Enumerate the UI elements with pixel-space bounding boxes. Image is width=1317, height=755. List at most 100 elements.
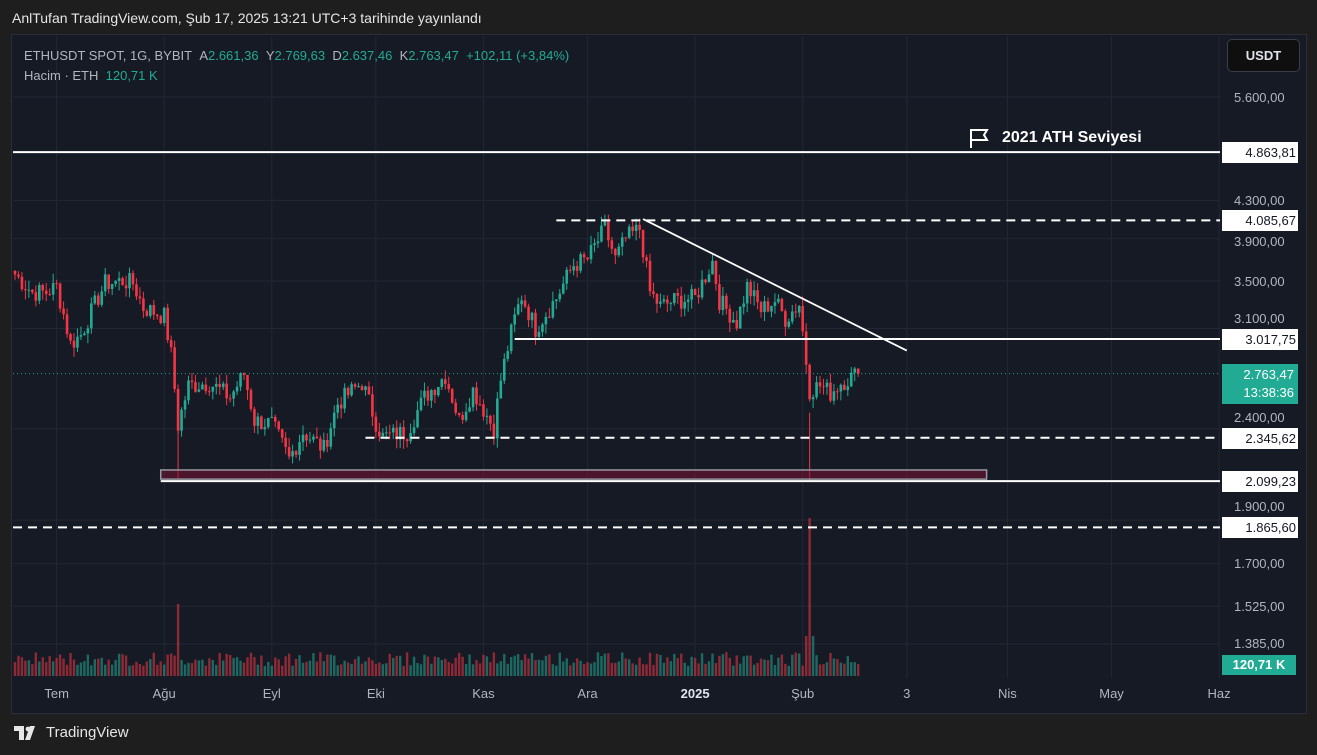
candle bbox=[301, 425, 305, 451]
candle-body bbox=[714, 260, 718, 285]
candle bbox=[523, 294, 527, 309]
candle-body bbox=[478, 404, 482, 406]
volume-bar bbox=[405, 652, 409, 676]
candle bbox=[676, 288, 680, 304]
candle bbox=[208, 386, 211, 396]
candle bbox=[142, 291, 145, 318]
candle bbox=[541, 322, 544, 337]
candle-body bbox=[326, 439, 329, 447]
candle-body bbox=[273, 416, 277, 422]
candle bbox=[187, 375, 190, 405]
volume-bar bbox=[398, 655, 402, 676]
volume-bar bbox=[343, 660, 346, 676]
candle-body bbox=[107, 274, 110, 289]
candle-body bbox=[620, 237, 624, 247]
candle bbox=[20, 271, 24, 292]
volume-bar bbox=[17, 655, 20, 676]
volume-bar bbox=[850, 662, 853, 676]
volume-bar bbox=[215, 664, 218, 676]
candle bbox=[374, 411, 378, 438]
volume-bar bbox=[704, 663, 707, 676]
candle bbox=[332, 405, 336, 437]
volume-bar bbox=[187, 662, 190, 676]
candle bbox=[787, 318, 791, 329]
candle-body bbox=[249, 390, 253, 410]
candle-body bbox=[96, 295, 100, 305]
candle-body bbox=[804, 331, 808, 365]
volume-bar bbox=[280, 665, 284, 676]
candle bbox=[447, 376, 451, 393]
volume-bar bbox=[62, 658, 65, 676]
low-value: 2.637,46 bbox=[341, 48, 393, 63]
volume-bar bbox=[336, 665, 339, 676]
candle-body bbox=[169, 340, 173, 348]
candle-body bbox=[582, 254, 586, 258]
volume-bar bbox=[593, 662, 596, 676]
ath-annotation[interactable]: 2021 ATH Seviyesi bbox=[968, 127, 1142, 149]
volume-bar bbox=[142, 665, 145, 676]
candle bbox=[232, 389, 235, 407]
candle bbox=[256, 412, 260, 435]
volume-bar bbox=[586, 662, 589, 676]
low-label: D bbox=[332, 48, 342, 63]
volume-bar bbox=[714, 663, 718, 676]
volume-bar bbox=[818, 664, 822, 676]
candle-body bbox=[149, 305, 152, 316]
candle bbox=[44, 282, 48, 302]
candle-body bbox=[565, 269, 569, 284]
candle bbox=[669, 301, 673, 311]
candle-body bbox=[423, 390, 426, 398]
candle bbox=[409, 423, 412, 444]
volume-label: Hacim · ETH bbox=[24, 68, 99, 83]
volume-bar bbox=[773, 665, 777, 676]
volume-bar bbox=[392, 657, 395, 676]
symbol[interactable]: ETHUSDT SPOT, 1G, BYBIT bbox=[24, 48, 193, 63]
candle bbox=[638, 218, 641, 239]
candle bbox=[690, 284, 693, 309]
candle bbox=[773, 293, 777, 314]
candle-body bbox=[572, 266, 575, 271]
candle bbox=[551, 291, 555, 320]
candle bbox=[673, 292, 676, 306]
candle bbox=[388, 424, 392, 440]
candle-body bbox=[499, 380, 503, 399]
time-tick-label: 3 bbox=[903, 686, 911, 701]
tradingview-logo[interactable]: TradingView bbox=[14, 724, 129, 741]
volume-bar bbox=[572, 662, 575, 676]
candle bbox=[416, 401, 419, 429]
volume-bar bbox=[97, 658, 100, 676]
volume-bar bbox=[756, 662, 759, 676]
volume-bar bbox=[263, 665, 267, 676]
flag-icon bbox=[970, 129, 989, 148]
candle bbox=[593, 238, 596, 253]
volume-bar bbox=[631, 663, 634, 676]
candle bbox=[319, 435, 322, 459]
candle-body bbox=[721, 295, 725, 310]
volume-bar bbox=[461, 656, 464, 676]
volume-bar bbox=[666, 657, 669, 676]
candle-body bbox=[267, 418, 270, 428]
candle bbox=[433, 388, 437, 404]
candle-body bbox=[13, 270, 17, 275]
candle bbox=[610, 236, 614, 254]
candle bbox=[225, 374, 228, 406]
volume-bar bbox=[437, 657, 440, 676]
candle-body bbox=[204, 384, 208, 392]
volume-bar bbox=[610, 662, 614, 676]
candle bbox=[86, 324, 90, 344]
candle-body bbox=[502, 358, 506, 381]
candle bbox=[520, 295, 523, 313]
candle-body bbox=[725, 295, 728, 309]
candle-body bbox=[648, 260, 652, 292]
open-value: 2.661,36 bbox=[207, 48, 259, 63]
currency-button[interactable]: USDT bbox=[1227, 39, 1300, 72]
candle bbox=[235, 380, 239, 395]
chart-frame[interactable] bbox=[11, 34, 1307, 714]
candle bbox=[284, 432, 287, 455]
high-value: 2.769,63 bbox=[274, 48, 326, 63]
candle bbox=[107, 274, 110, 294]
volume-bar bbox=[857, 663, 860, 676]
candle-body bbox=[822, 386, 825, 388]
candle-body bbox=[707, 274, 711, 283]
